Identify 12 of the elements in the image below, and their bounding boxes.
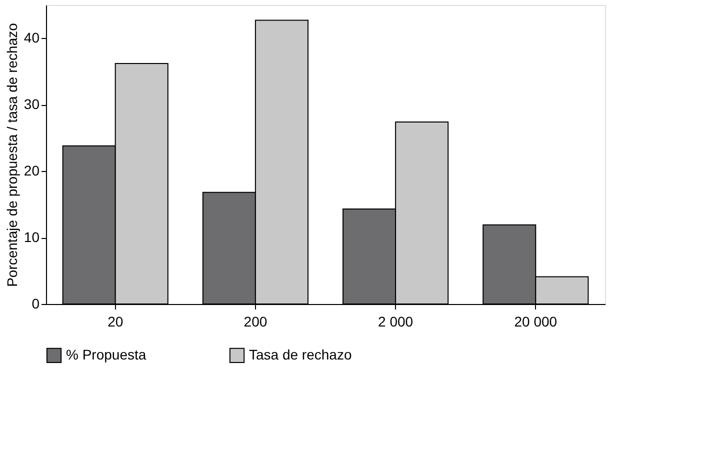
x-tick-label: 200 bbox=[244, 314, 268, 330]
y-tick-label: 20 bbox=[24, 162, 40, 179]
legend-label: % Propuesta bbox=[66, 346, 146, 362]
legend-label: Tasa de rechazo bbox=[249, 346, 352, 362]
y-tick-label: 10 bbox=[24, 229, 40, 246]
x-tick-label: 20 bbox=[108, 314, 124, 330]
y-tick-label: 40 bbox=[24, 30, 40, 46]
y-axis-title: Porcentaje de propuesta / tasa de rechazo bbox=[4, 22, 20, 287]
y-tick-label: 30 bbox=[24, 96, 40, 112]
y-tick-label: 0 bbox=[32, 296, 40, 312]
x-tick-label: 2 000 bbox=[378, 314, 414, 330]
x-tick-label: 20 000 bbox=[514, 314, 558, 330]
